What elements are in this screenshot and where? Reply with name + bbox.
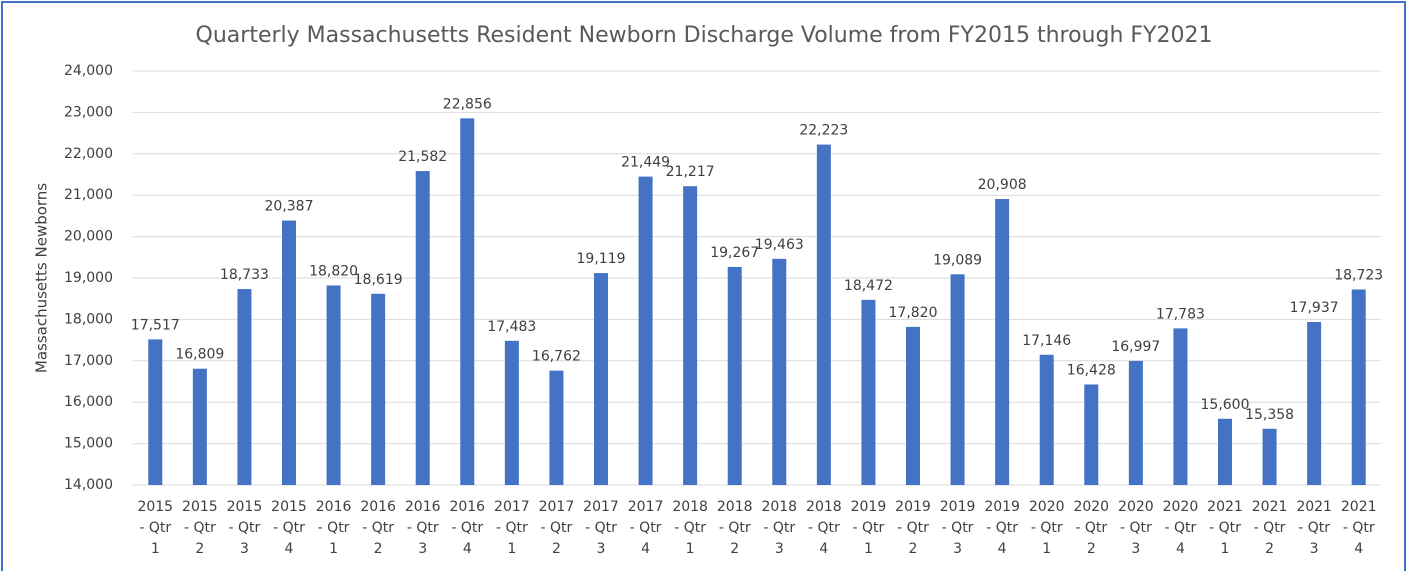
data-label: 20,908 — [978, 177, 1027, 193]
x-tick-label: 2017- Qtr 2 — [539, 499, 575, 557]
data-label: 16,428 — [1067, 362, 1116, 378]
data-label: 17,517 — [131, 317, 180, 333]
data-label: 16,997 — [1111, 339, 1160, 355]
x-tick-label: 2018- Qtr 1 — [672, 499, 708, 557]
y-tick-label: 15,000 — [64, 436, 113, 452]
x-tick-label: 2015- Qtr 1 — [137, 499, 173, 557]
bar — [504, 340, 519, 485]
bar — [148, 339, 163, 485]
bar — [192, 368, 207, 485]
bar — [1262, 428, 1277, 485]
x-tick-label: 2019- Qtr 3 — [940, 499, 976, 557]
bar — [906, 326, 920, 485]
x-tick-label: 2015- Qtr 2 — [182, 499, 218, 557]
data-label: 18,472 — [844, 278, 893, 294]
bar — [460, 118, 475, 485]
data-label: 15,358 — [1245, 407, 1294, 423]
bar — [1351, 289, 1366, 485]
data-label: 22,856 — [443, 96, 492, 112]
y-tick-label: 23,000 — [64, 104, 113, 120]
data-label: 18,619 — [354, 272, 403, 288]
data-label: 18,820 — [309, 263, 358, 279]
bar — [326, 285, 341, 485]
x-tick-label: 2021- Qtr 2 — [1252, 499, 1288, 557]
y-tick-label: 16,000 — [64, 394, 113, 410]
bar — [1039, 354, 1054, 485]
x-tick-label: 2015- Qtr 4 — [271, 499, 307, 557]
bar — [950, 274, 965, 485]
data-label: 20,387 — [265, 199, 314, 215]
bar — [1128, 360, 1143, 485]
chart-title: Quarterly Massachusetts Resident Newborn… — [196, 23, 1213, 48]
bar — [415, 171, 430, 485]
y-tick-label: 14,000 — [64, 477, 113, 493]
bar — [772, 258, 787, 485]
y-tick-label: 18,000 — [64, 311, 113, 327]
x-tick-label: 2020- Qtr 3 — [1118, 499, 1154, 557]
y-tick-label: 20,000 — [64, 229, 113, 245]
data-label: 21,582 — [398, 149, 447, 165]
x-tick-label: 2021- Qtr 3 — [1296, 499, 1332, 557]
x-tick-label: 2021- Qtr 4 — [1341, 499, 1377, 557]
x-tick-label: 2019- Qtr 2 — [895, 499, 931, 557]
data-label: 17,483 — [487, 319, 536, 335]
bar — [237, 289, 252, 485]
bar — [549, 370, 564, 485]
y-tick-label: 19,000 — [64, 270, 113, 286]
x-tick-label: 2020- Qtr 4 — [1163, 499, 1199, 557]
x-tick-label: 2016- Qtr 1 — [316, 499, 352, 557]
bar — [861, 299, 876, 485]
x-tick-label: 2017- Qtr 4 — [628, 499, 664, 557]
x-tick-label: 2018- Qtr 4 — [806, 499, 842, 557]
bar — [683, 186, 698, 486]
bar — [995, 199, 1010, 486]
data-label: 19,119 — [577, 251, 626, 267]
bar — [1173, 328, 1188, 485]
x-tick-label: 2016- Qtr 3 — [405, 499, 441, 557]
data-label: 16,809 — [175, 347, 224, 363]
y-tick-label: 22,000 — [64, 146, 113, 162]
y-tick-label: 17,000 — [64, 353, 113, 369]
bar — [816, 144, 831, 485]
data-label: 17,783 — [1156, 306, 1205, 322]
x-tick-label: 2017- Qtr 3 — [583, 499, 619, 557]
bar — [1084, 384, 1099, 485]
x-tick-label: 2018- Qtr 2 — [717, 499, 753, 557]
y-axis-label: Massachusetts Newborns — [33, 183, 51, 373]
x-tick-label: 2021- Qtr 1 — [1207, 499, 1243, 557]
x-tick-label: 2020- Qtr 2 — [1073, 499, 1109, 557]
x-tick-label: 2018- Qtr 3 — [761, 499, 797, 557]
data-label: 18,733 — [220, 267, 269, 283]
x-tick-label: 2016- Qtr 2 — [360, 499, 396, 557]
data-label: 19,089 — [933, 252, 982, 268]
data-label: 19,463 — [755, 237, 804, 253]
x-tick-label: 2019- Qtr 1 — [851, 499, 887, 557]
bar — [371, 293, 386, 485]
y-tick-label: 24,000 — [64, 63, 113, 79]
y-tick-label: 21,000 — [64, 187, 113, 203]
data-label: 15,600 — [1201, 397, 1250, 413]
data-label: 17,146 — [1022, 333, 1071, 349]
data-label: 19,267 — [710, 245, 759, 261]
bar — [727, 266, 742, 485]
x-tick-label: 2019- Qtr 4 — [984, 499, 1020, 557]
bar — [594, 273, 608, 485]
data-label: 16,762 — [532, 349, 581, 365]
x-tick-label: 2016- Qtr 4 — [449, 499, 485, 557]
data-label: 18,723 — [1334, 267, 1383, 283]
data-label: 22,223 — [799, 123, 848, 139]
bar — [1218, 418, 1232, 485]
data-label: 21,449 — [621, 155, 670, 171]
data-label: 17,820 — [889, 305, 938, 321]
x-tick-label: 2020- Qtr 1 — [1029, 499, 1065, 557]
bar — [282, 220, 296, 486]
x-tick-label: 2015- Qtr 3 — [227, 499, 263, 557]
data-label: 17,937 — [1290, 300, 1339, 316]
bar — [1307, 322, 1322, 485]
bar — [638, 176, 653, 486]
x-tick-label: 2017- Qtr 1 — [494, 499, 530, 557]
data-label: 21,217 — [666, 164, 715, 180]
